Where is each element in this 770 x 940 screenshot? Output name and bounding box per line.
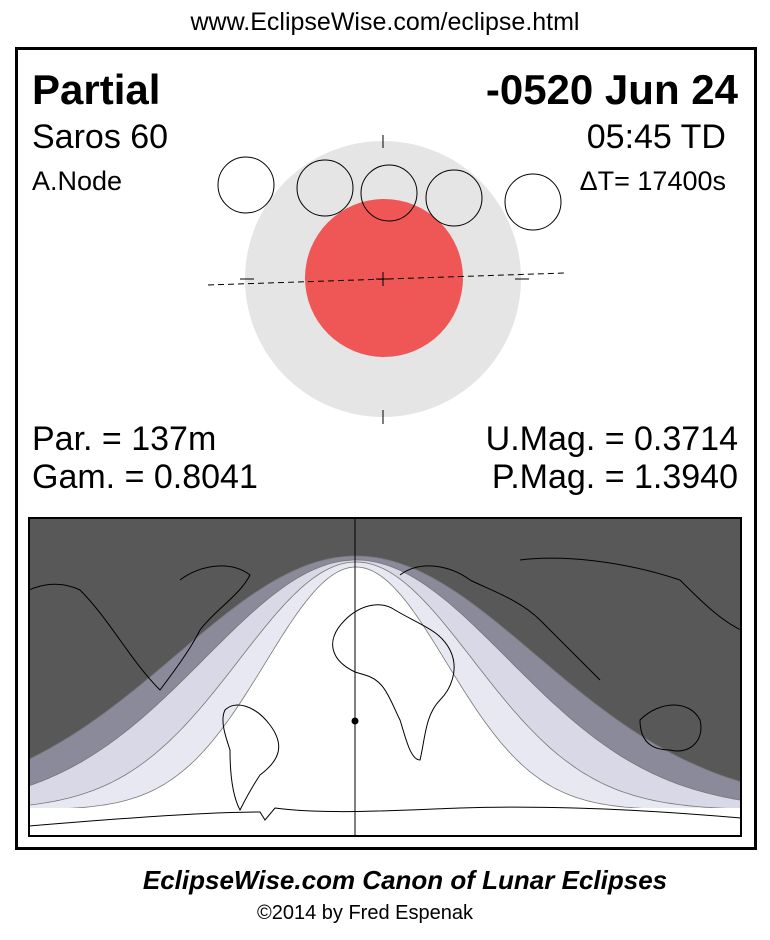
moon-p1: [217, 156, 275, 214]
umbral-magnitude: U.Mag. = 0.3714: [485, 420, 738, 458]
coastlines: [29, 557, 741, 827]
moon-u4: [425, 169, 483, 227]
figure-frame: [15, 47, 757, 850]
moon-greatest: [360, 164, 418, 222]
eclipse-date: -0520 Jun 24: [485, 66, 738, 113]
footer-title: EclipseWise.com Canon of Lunar Eclipses: [142, 865, 668, 895]
gamma: Gam. = 0.8041: [32, 458, 258, 496]
eclipse-time: 05:45 TD: [586, 118, 726, 156]
subsolar-point: [351, 717, 359, 725]
umbra-shadow: [305, 199, 463, 357]
moon-u1: [296, 159, 354, 217]
delta-t: ΔT= 17400s: [579, 166, 726, 196]
visibility-map: [29, 518, 741, 836]
moon-p4: [504, 173, 562, 231]
full-visibility: [29, 566, 741, 836]
node: A.Node: [32, 166, 123, 196]
partial-duration: Par. = 137m: [32, 420, 217, 458]
saros: Saros 60: [32, 118, 169, 156]
copyright: ©2014 by Fred Espenak: [257, 902, 473, 924]
penumbral-magnitude: P.Mag. = 1.3940: [491, 458, 738, 496]
map-border: [28, 517, 742, 837]
source-url: www.EclipseWise.com/eclipse.html: [190, 8, 580, 36]
eclipse-type: Partial: [32, 66, 161, 113]
